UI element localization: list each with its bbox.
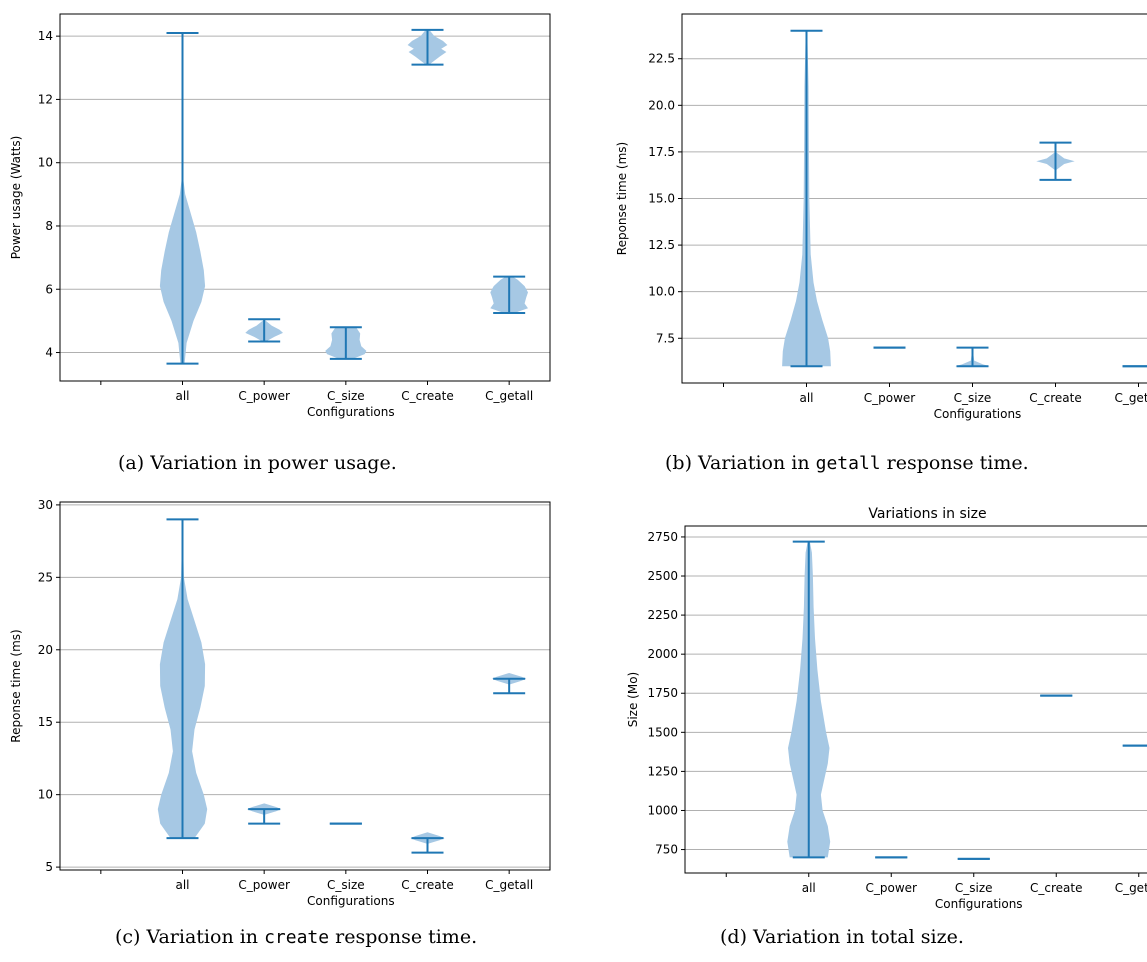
y-tick-label: 7.5 bbox=[656, 331, 675, 345]
y-axis-label: Size (Mo) bbox=[626, 672, 640, 728]
x-tick-label: C_getall bbox=[485, 389, 533, 403]
violin-C_getall bbox=[490, 275, 528, 314]
y-tick-label: 1500 bbox=[647, 725, 678, 739]
x-tick-label: C_getall bbox=[1114, 391, 1147, 405]
y-axis-label: Reponse time (ms) bbox=[615, 142, 629, 255]
x-tick-label: C_getall bbox=[485, 878, 533, 892]
chart-panel-power-usage: 4 6 8 10 12 14 all C_power C_size C_create C_getal… bbox=[9, 13, 551, 419]
y-tick-label: 750 bbox=[655, 843, 678, 857]
y-tick-label: 1000 bbox=[647, 803, 678, 817]
violin-C_create bbox=[407, 28, 448, 66]
y-tick-label: 10.0 bbox=[648, 285, 675, 299]
y-axis-label: Power usage (Watts) bbox=[9, 136, 23, 260]
violin-all bbox=[157, 518, 208, 840]
y-tick-label: 20 bbox=[38, 643, 53, 657]
y-tick-label: 30 bbox=[38, 498, 53, 512]
plot-frame bbox=[684, 525, 1147, 874]
caption-code: getall bbox=[815, 453, 881, 474]
violin-C_size bbox=[325, 326, 367, 360]
caption-text: response time. bbox=[880, 452, 1029, 474]
caption-c: (c) Variation in create response time. bbox=[115, 926, 477, 948]
x-tick-label: C_getall bbox=[1115, 881, 1147, 895]
y-tick-label: 10 bbox=[38, 788, 53, 802]
x-tick-label: C_size bbox=[327, 878, 365, 892]
violin-C_create bbox=[1036, 141, 1075, 181]
x-tick-label: C_size bbox=[327, 389, 365, 403]
y-tick-label: 10 bbox=[38, 156, 53, 170]
caption-text: (a) Variation in power usage. bbox=[118, 452, 397, 474]
chart-panel-total-size: 750 1000 1250 1500 1750 2000 2250 2500 2750 all C_… bbox=[626, 506, 1147, 911]
y-tick-label: 25 bbox=[38, 570, 53, 584]
x-tick-label: all bbox=[799, 391, 813, 405]
caption-code: create bbox=[264, 927, 330, 948]
violin-all bbox=[159, 31, 206, 365]
y-tick-label: 2500 bbox=[647, 569, 678, 583]
x-tick-label: C_power bbox=[866, 881, 918, 895]
violin-C_create bbox=[410, 832, 445, 854]
y-tick-label: 2000 bbox=[647, 647, 678, 661]
violin-C_getall bbox=[492, 673, 527, 695]
y-tick-label: 2750 bbox=[647, 530, 678, 544]
x-axis-label: Configurations bbox=[307, 405, 395, 419]
y-tick-label: 1250 bbox=[647, 764, 678, 778]
x-tick-label: C_power bbox=[238, 389, 290, 403]
y-tick-label: 17.5 bbox=[648, 145, 675, 159]
caption-a: (a) Variation in power usage. bbox=[118, 452, 397, 474]
y-tick-label: 1750 bbox=[647, 686, 678, 700]
y-tick-label: 6 bbox=[45, 282, 53, 296]
x-tick-label: all bbox=[802, 881, 816, 895]
y-axis-label: Reponse time (ms) bbox=[9, 629, 23, 742]
chart-title: Variations in size bbox=[868, 506, 986, 522]
x-tick-label: C_create bbox=[401, 389, 453, 403]
plot-frame bbox=[59, 13, 551, 382]
plot-frame bbox=[681, 13, 1147, 384]
y-tick-label: 12 bbox=[38, 92, 53, 106]
chart-panel-create-response-time: 5 10 15 20 25 30 all C_power C_size C_create C_get… bbox=[9, 498, 551, 908]
x-tick-label: all bbox=[175, 389, 189, 403]
y-tick-label: 8 bbox=[45, 219, 53, 233]
caption-text: response time. bbox=[329, 926, 478, 948]
x-axis-label: Configurations bbox=[934, 407, 1022, 421]
y-tick-label: 22.5 bbox=[648, 52, 675, 66]
x-axis-label: Configurations bbox=[307, 894, 395, 908]
x-axis-label: Configurations bbox=[935, 897, 1023, 911]
x-tick-label: C_size bbox=[954, 391, 992, 405]
y-tick-label: 12.5 bbox=[648, 238, 675, 252]
y-tick-label: 15 bbox=[38, 715, 53, 729]
x-tick-label: C_create bbox=[1030, 881, 1082, 895]
violin-C_size bbox=[955, 346, 990, 368]
violin-all bbox=[787, 540, 831, 859]
caption-text: (c) Variation in bbox=[115, 926, 265, 948]
chart-panel-getall-response-time: 7.5 10.0 12.5 15.0 17.5 20.0 22.5 all C_power C_s… bbox=[615, 13, 1147, 421]
y-tick-label: 14 bbox=[38, 29, 53, 43]
caption-text: (d) Variation in total size. bbox=[720, 926, 964, 948]
plot-frame bbox=[59, 501, 551, 871]
y-tick-label: 15.0 bbox=[648, 192, 675, 206]
x-tick-label: C_create bbox=[401, 878, 453, 892]
caption-b: (b) Variation in getall response time. bbox=[665, 452, 1029, 474]
x-tick-label: C_power bbox=[864, 391, 916, 405]
violin-all bbox=[782, 29, 831, 368]
violin-C_power bbox=[245, 318, 283, 343]
caption-text: (b) Variation in bbox=[665, 452, 816, 474]
x-tick-label: C_power bbox=[238, 878, 290, 892]
y-tick-label: 20.0 bbox=[648, 98, 675, 112]
violin-C_power bbox=[247, 803, 282, 825]
y-tick-label: 5 bbox=[45, 860, 53, 874]
x-tick-label: C_size bbox=[955, 881, 993, 895]
y-tick-label: 4 bbox=[45, 346, 53, 360]
x-tick-label: all bbox=[175, 878, 189, 892]
caption-d: (d) Variation in total size. bbox=[720, 926, 964, 948]
y-tick-label: 2250 bbox=[647, 608, 678, 622]
x-tick-label: C_create bbox=[1029, 391, 1081, 405]
